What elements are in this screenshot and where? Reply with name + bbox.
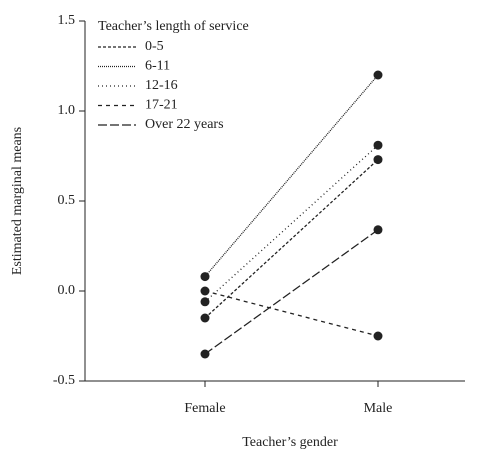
series-line xyxy=(204,229,379,355)
series-line xyxy=(204,159,379,319)
y-tick-label: 0.5 xyxy=(58,193,76,208)
x-tick-label: Male xyxy=(364,401,393,416)
y-axis-label: Estimated marginal means xyxy=(10,127,25,275)
point xyxy=(373,155,383,165)
y-tick-label: -0.5 xyxy=(53,373,75,388)
point xyxy=(200,349,210,359)
legend-label: Over 22 years xyxy=(145,117,224,132)
point xyxy=(200,272,210,282)
x-axis-label: Teacher’s gender xyxy=(242,435,338,450)
series-line xyxy=(204,74,379,278)
legend-label: 6-11 xyxy=(145,59,170,74)
legend-title: Teacher’s length of service xyxy=(98,19,249,34)
point xyxy=(373,70,383,80)
series-line xyxy=(204,144,379,303)
y-tick-label: 1.0 xyxy=(58,103,76,118)
point xyxy=(200,313,210,323)
legend-label: 0-5 xyxy=(145,39,164,54)
point xyxy=(373,225,383,235)
legend-label: 17-21 xyxy=(145,98,178,113)
series-line xyxy=(204,290,379,337)
point xyxy=(200,286,210,296)
point xyxy=(200,297,210,307)
point xyxy=(373,331,383,341)
legend-label: 12-16 xyxy=(145,78,178,93)
y-tick-label: 1.5 xyxy=(58,13,76,28)
y-tick-label: 0.0 xyxy=(58,283,76,298)
x-tick-label: Female xyxy=(184,401,225,416)
point xyxy=(373,140,383,150)
